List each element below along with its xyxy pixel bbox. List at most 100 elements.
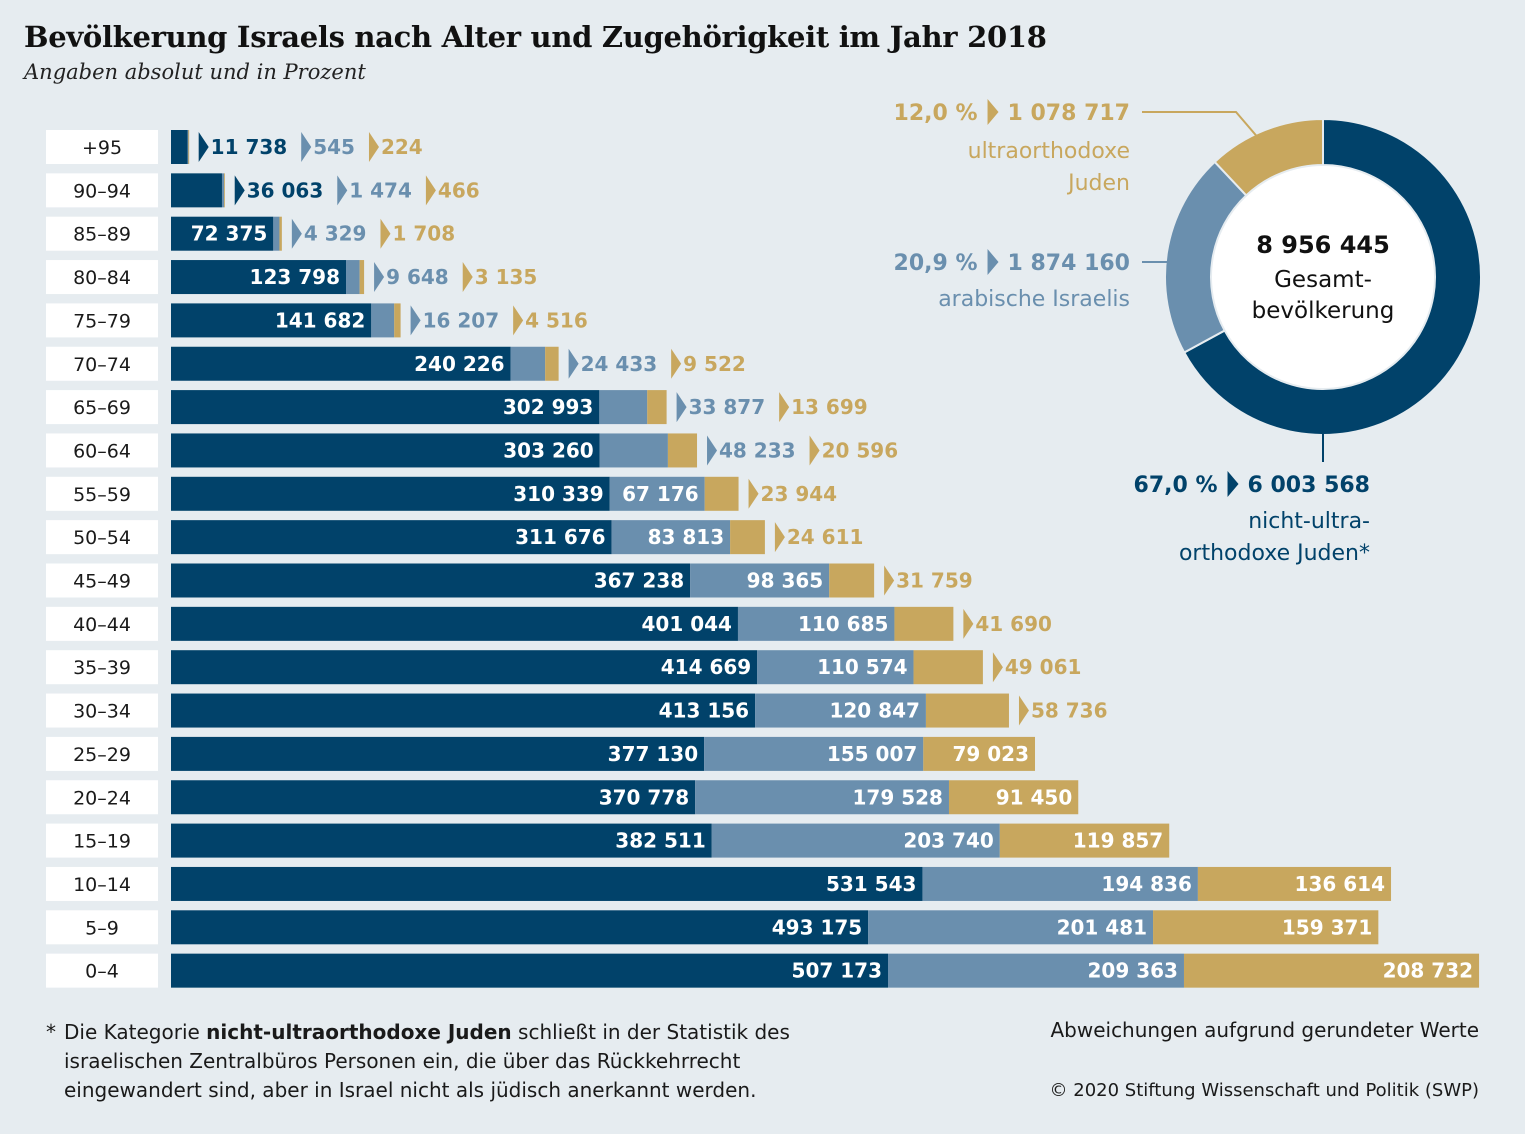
bar-segment-arab (711, 823, 1000, 858)
age-box (46, 476, 158, 511)
age-box (46, 563, 158, 598)
bar-segment-ultra (894, 606, 954, 641)
data-label: 377 130 (608, 742, 698, 766)
age-box (46, 520, 158, 555)
bar-segment-ultra (999, 823, 1170, 858)
label-arrow (234, 175, 245, 206)
bar-segment-non_ultra (171, 260, 347, 295)
annotation-caption: arabische Israelis (938, 287, 1130, 312)
copyright: © 2020 Stiftung Wissenschaft und Politik… (1049, 1080, 1479, 1101)
data-label: 31 759 (896, 569, 973, 593)
bar-segment-non_ultra (171, 130, 188, 164)
label-arrow (676, 392, 687, 423)
data-label: 120 847 (829, 699, 919, 723)
bar-segment-non_ultra (171, 780, 696, 815)
data-label: 4 516 (525, 308, 588, 332)
data-label: 208 732 (1383, 959, 1473, 983)
annotation-percent: 20,9 % (894, 251, 978, 276)
label-arrow (963, 608, 974, 639)
bar-segment-non_ultra (171, 303, 372, 338)
label-arrow (291, 218, 302, 249)
age-box (46, 693, 158, 728)
age-box (46, 433, 158, 468)
age-box (46, 346, 158, 381)
donut-slice-ultra (1213, 117, 1324, 197)
bar-segment-arab (221, 173, 225, 208)
bar-segment-arab (755, 693, 926, 728)
bar-segment-ultra (925, 693, 1009, 728)
data-label: 179 528 (853, 785, 943, 809)
data-label: 110 574 (817, 655, 907, 679)
age-box (46, 216, 158, 251)
data-label: 9 648 (386, 265, 449, 289)
bar-segment-ultra (188, 130, 190, 164)
data-label: 58 736 (1031, 699, 1108, 723)
bar-segment-non_ultra (171, 563, 691, 598)
label-arrow (992, 652, 1003, 683)
age-box (46, 866, 158, 901)
bar-segment-ultra (545, 346, 559, 381)
bar-segment-arab (599, 433, 668, 468)
data-label: 119 857 (1073, 829, 1163, 853)
bar-segment-ultra (923, 736, 1036, 771)
bar-segment-non_ultra (171, 650, 758, 685)
age-label: 35–39 (73, 657, 131, 679)
data-label: 141 682 (275, 308, 365, 332)
bar-segment-arab (704, 736, 924, 771)
bar-segment-ultra (1153, 910, 1379, 945)
label-arrow (301, 132, 312, 162)
data-label: 401 044 (641, 612, 731, 636)
data-label: 159 371 (1282, 915, 1372, 939)
label-arrow (1018, 695, 1029, 726)
data-label: 4 329 (304, 222, 367, 246)
bar-segment-non_ultra (171, 823, 712, 858)
data-label: 545 (313, 135, 355, 159)
age-box (46, 780, 158, 815)
data-label: 98 365 (747, 569, 824, 593)
age-label: 10–14 (73, 874, 131, 896)
age-label: 60–64 (73, 440, 131, 462)
data-label: 83 813 (648, 525, 725, 549)
label-arrow (671, 348, 682, 379)
data-label: 3 135 (475, 265, 538, 289)
age-label: 65–69 (73, 397, 131, 419)
age-label: 55–59 (73, 484, 131, 506)
annotation-value: 6 003 568 (1248, 473, 1370, 498)
data-label: 201 481 (1057, 915, 1147, 939)
data-label: 382 511 (615, 829, 705, 853)
annotation-value: 1 078 717 (1008, 101, 1130, 126)
data-label: 48 233 (719, 438, 796, 462)
label-arrow (748, 478, 759, 509)
data-label: 13 699 (791, 395, 868, 419)
age-label: 5–9 (85, 917, 119, 939)
bar-segment-arab (187, 130, 189, 164)
donut-slice-non_ultra (1182, 117, 1482, 436)
label-arrow (368, 132, 379, 162)
annotation-value: 1 874 160 (1008, 251, 1130, 276)
data-label: 91 450 (996, 785, 1073, 809)
age-box (46, 910, 158, 945)
data-label: 370 778 (599, 785, 689, 809)
donut-center-label: Gesamt- (1274, 267, 1372, 293)
chart-canvas: +95 11 738 545 224 90–94 36 063 1 474 466 85–89 7… (46, 99, 1482, 988)
bar-segment-non_ultra (171, 173, 222, 208)
label-arrow (774, 522, 785, 553)
data-label: 1 708 (392, 222, 455, 246)
data-label: 155 007 (827, 742, 917, 766)
annotation-arrow (987, 249, 999, 275)
age-label: 30–34 (73, 701, 131, 723)
bar-segment-arab (611, 520, 731, 555)
bar-segment-non_ultra (171, 736, 705, 771)
data-label: 194 836 (1101, 872, 1191, 896)
data-label: 67 176 (622, 482, 699, 506)
annotation-arrow (987, 99, 999, 125)
data-label: 311 676 (515, 525, 605, 549)
age-label: 20–24 (73, 787, 131, 809)
chart-title: Bevölkerung Israels nach Alter und Zugeh… (24, 20, 1047, 54)
bar-segment-ultra (647, 390, 667, 425)
data-label: 23 944 (761, 482, 838, 506)
footnote-bold: nicht-ultraorthodoxe Juden (206, 1020, 512, 1044)
label-arrow (410, 305, 421, 336)
bar-segment-ultra (913, 650, 983, 685)
bar-segment-non_ultra (171, 693, 756, 728)
